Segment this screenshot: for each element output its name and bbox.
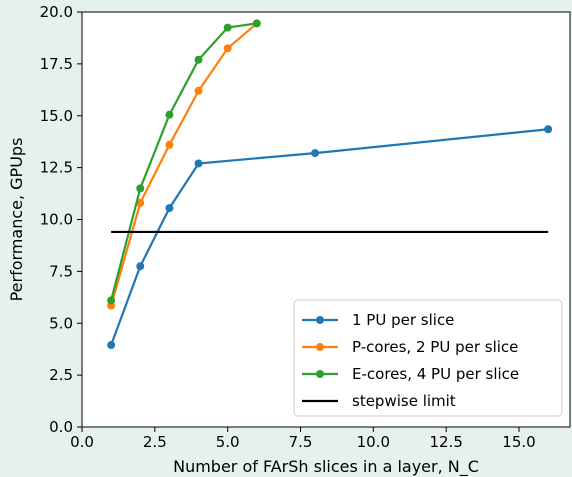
data-point xyxy=(252,19,261,28)
x-axis: 0.0 2.5 5.0 7.5 10.0 12.5 15.0 xyxy=(70,427,536,451)
x-tick-label: 7.5 xyxy=(289,433,313,451)
y-axis-label: Performance, GPUps xyxy=(7,138,26,302)
y-tick-label: 5.0 xyxy=(49,314,73,332)
x-tick-label: 5.0 xyxy=(216,433,240,451)
legend-label: 1 PU per slice xyxy=(352,311,454,329)
data-point xyxy=(107,296,116,305)
data-point xyxy=(165,204,174,213)
y-tick-label: 15.0 xyxy=(40,107,73,125)
series-line-2 xyxy=(110,22,257,301)
legend: 1 PU per slice P-cores, 2 PU per slice E-c… xyxy=(293,299,563,417)
legend-label: stepwise limit xyxy=(352,392,456,410)
data-point xyxy=(136,198,145,207)
x-tick-label: 10.0 xyxy=(357,433,390,451)
data-point xyxy=(544,125,553,134)
y-tick-label: 7.5 xyxy=(49,262,73,280)
legend-swatch-marker xyxy=(316,316,324,324)
y-tick-label: 2.5 xyxy=(49,366,73,384)
y-tick-label: 10.0 xyxy=(40,211,73,229)
y-tick-label: 0.0 xyxy=(49,418,73,436)
data-point xyxy=(194,86,203,95)
x-axis-label: Number of FArSh slices in a layer, N_C xyxy=(173,457,479,477)
data-point xyxy=(311,149,320,158)
x-tick-label: 2.5 xyxy=(143,433,167,451)
data-point xyxy=(223,23,232,32)
legend-label: E-cores, 4 PU per slice xyxy=(352,365,519,383)
legend-box xyxy=(293,299,563,417)
legend-label: P-cores, 2 PU per slice xyxy=(352,338,518,356)
y-axis: 0.0 2.5 5.0 7.5 10.0 12.5 15.0 17.5 20.0 xyxy=(40,3,82,436)
legend-swatch-marker xyxy=(316,370,324,378)
data-point xyxy=(194,55,203,64)
data-point xyxy=(165,110,174,119)
y-tick-label: 12.5 xyxy=(40,159,73,177)
y-tick-label: 20.0 xyxy=(40,3,73,21)
x-tick-label: 0.0 xyxy=(70,433,94,451)
data-point xyxy=(107,341,116,350)
data-point xyxy=(223,44,232,53)
data-point xyxy=(194,159,203,168)
legend-swatch-marker xyxy=(316,343,324,351)
data-point xyxy=(136,184,145,193)
series-line-1 xyxy=(110,22,258,306)
series-line-0 xyxy=(110,128,549,346)
series-layer xyxy=(107,19,553,350)
data-point xyxy=(165,140,174,149)
y-tick-label: 17.5 xyxy=(40,55,73,73)
data-point xyxy=(136,262,145,271)
x-tick-label: 12.5 xyxy=(429,433,462,451)
x-tick-label: 15.0 xyxy=(502,433,535,451)
